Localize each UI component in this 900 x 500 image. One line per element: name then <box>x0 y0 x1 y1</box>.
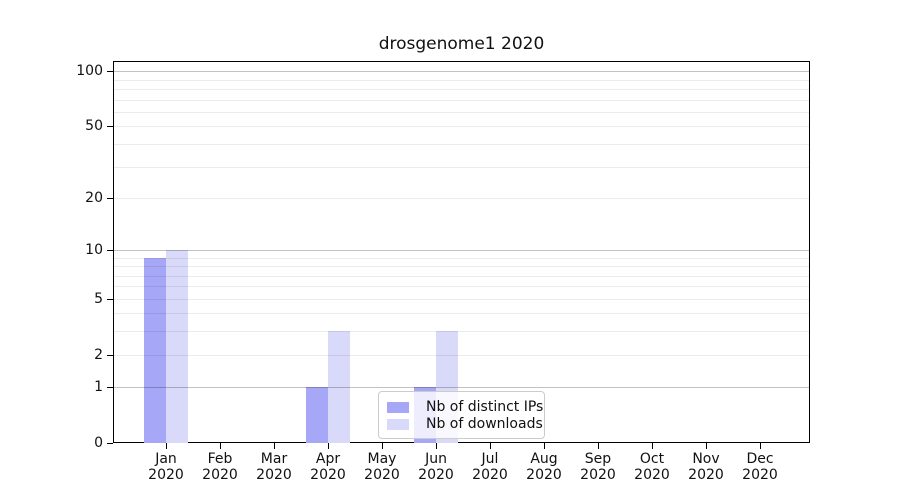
x-tick-label-mar: Mar 2020 <box>256 451 292 483</box>
gridline-100 <box>114 71 809 72</box>
x-tick-mark-dec <box>760 443 761 449</box>
y-tick-mark-10 <box>107 250 113 251</box>
x-tick-mark-apr <box>328 443 329 449</box>
x-tick-mark-sep <box>598 443 599 449</box>
gridline-4 <box>114 313 809 314</box>
gridline-6 <box>114 286 809 287</box>
x-tick-label-apr: Apr 2020 <box>310 451 346 483</box>
y-tick-label-20: 20 <box>85 190 103 206</box>
y-tick-mark-0 <box>107 443 113 444</box>
gridline-10 <box>114 250 809 251</box>
gridline-80 <box>114 89 809 90</box>
gridline-30 <box>114 167 809 168</box>
y-tick-label-1: 1 <box>94 379 103 395</box>
bar-jan-series0 <box>144 257 166 443</box>
x-tick-label-sep: Sep 2020 <box>580 451 616 483</box>
x-tick-mark-may <box>382 443 383 449</box>
x-tick-mark-jan <box>166 443 167 449</box>
x-tick-label-oct: Oct 2020 <box>634 451 670 483</box>
x-tick-mark-jul <box>490 443 491 449</box>
gridline-70 <box>114 100 809 101</box>
y-tick-mark-1 <box>107 387 113 388</box>
y-tick-label-100: 100 <box>76 63 103 79</box>
y-tick-label-0: 0 <box>94 435 103 451</box>
bar-apr-series1 <box>328 331 350 443</box>
gridline-50 <box>114 126 809 127</box>
y-tick-mark-20 <box>107 198 113 199</box>
y-tick-label-50: 50 <box>85 118 103 134</box>
x-tick-mark-jun <box>436 443 437 449</box>
gridline-3 <box>114 331 809 332</box>
legend-swatch-distinct-ips <box>387 401 409 413</box>
x-tick-mark-aug <box>544 443 545 449</box>
legend-label: Nb of downloads <box>426 416 543 432</box>
legend-item-distinct-ips: Nb of distinct IPs <box>387 399 543 415</box>
gridline-2 <box>114 355 809 356</box>
gridline-1 <box>114 387 809 388</box>
gridline-40 <box>114 144 809 145</box>
x-tick-mark-feb <box>220 443 221 449</box>
plot-area <box>113 61 810 443</box>
legend-swatch-downloads <box>387 418 409 430</box>
x-tick-label-feb: Feb 2020 <box>202 451 238 483</box>
x-tick-label-jun: Jun 2020 <box>418 451 454 483</box>
y-tick-label-10: 10 <box>85 242 103 258</box>
y-tick-mark-50 <box>107 126 113 127</box>
gridline-90 <box>114 80 809 81</box>
gridline-9 <box>114 258 809 259</box>
bar-apr-series0 <box>306 387 328 443</box>
bar-jan-series1 <box>166 249 188 443</box>
legend: Nb of distinct IPs Nb of downloads <box>378 391 545 439</box>
gridline-8 <box>114 266 809 267</box>
gridline-60 <box>114 112 809 113</box>
x-tick-label-dec: Dec 2020 <box>742 451 778 483</box>
legend-item-downloads: Nb of downloads <box>387 416 543 432</box>
y-tick-mark-100 <box>107 71 113 72</box>
x-tick-mark-nov <box>706 443 707 449</box>
gridline-20 <box>114 198 809 199</box>
x-tick-mark-mar <box>274 443 275 449</box>
legend-label: Nb of distinct IPs <box>426 399 544 415</box>
x-tick-label-aug: Aug 2020 <box>526 451 562 483</box>
x-tick-label-nov: Nov 2020 <box>688 451 724 483</box>
x-tick-label-may: May 2020 <box>364 451 400 483</box>
chart-title: drosgenome1 2020 <box>378 34 545 54</box>
x-tick-mark-oct <box>652 443 653 449</box>
y-tick-label-2: 2 <box>94 347 103 363</box>
x-tick-label-jan: Jan 2020 <box>148 451 184 483</box>
gridline-7 <box>114 276 809 277</box>
y-tick-mark-5 <box>107 299 113 300</box>
y-tick-mark-2 <box>107 355 113 356</box>
gridline-5 <box>114 299 809 300</box>
x-tick-label-jul: Jul 2020 <box>472 451 508 483</box>
y-tick-label-5: 5 <box>94 291 103 307</box>
